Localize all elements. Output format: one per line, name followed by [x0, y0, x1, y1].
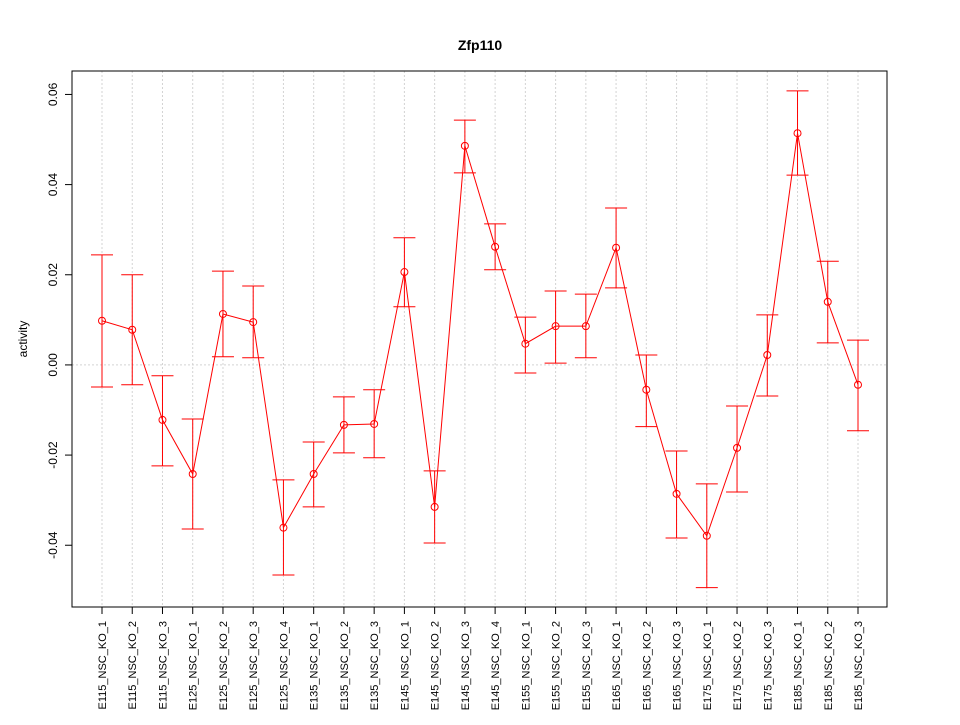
- x-tick-label: E155_NSC_KO_1: [520, 621, 532, 710]
- x-tick-label: E125_NSC_KO_2: [218, 621, 230, 710]
- plot-frame: [71, 70, 888, 608]
- y-tick-label: 0.02: [46, 263, 60, 287]
- data-point: [763, 351, 772, 360]
- data-point: [279, 523, 288, 532]
- x-tick-label: E125_NSC_KO_4: [278, 621, 290, 710]
- y-tick-label: 0.06: [46, 82, 60, 106]
- data-point: [158, 415, 167, 424]
- data-point: [612, 243, 621, 252]
- x-tick-label: E185_NSC_KO_3: [853, 621, 865, 710]
- x-tick-label: E125_NSC_KO_1: [188, 621, 200, 710]
- data-point: [551, 322, 560, 331]
- data-point: [491, 242, 500, 251]
- x-tick-label: E155_NSC_KO_3: [581, 621, 593, 710]
- data-point: [793, 129, 802, 138]
- axes: -0.04 -0.02 0.00 0.02 0.04 0.06 E115_NSC_KO_1 E…: [46, 82, 865, 710]
- x-tick-label: E165_NSC_KO_2: [641, 621, 653, 710]
- x-tick-label: E175_NSC_KO_1: [702, 621, 714, 710]
- marks: [91, 90, 869, 589]
- data-point: [702, 531, 711, 540]
- data-point: [823, 297, 832, 306]
- data-point: [642, 385, 651, 394]
- data-point: [672, 489, 681, 498]
- data-point: [128, 325, 137, 334]
- x-tick-label: E165_NSC_KO_1: [611, 621, 623, 710]
- y-tick-label: 0.00: [46, 353, 60, 377]
- series-line: [101, 133, 859, 537]
- x-tick-label: E185_NSC_KO_2: [823, 621, 835, 710]
- x-tick-label: E125_NSC_KO_3: [248, 621, 260, 710]
- chart-title: Zfp110: [458, 37, 503, 53]
- y-axis-label: activity: [16, 321, 30, 358]
- y-tick-label: -0.04: [46, 531, 60, 559]
- x-tick-label: E135_NSC_KO_1: [309, 621, 321, 710]
- data-point: [854, 380, 862, 389]
- data-point: [339, 420, 348, 429]
- y-tick-label: 0.04: [46, 173, 60, 197]
- x-tick-label: E135_NSC_KO_2: [339, 621, 351, 710]
- x-tick-label: E155_NSC_KO_2: [551, 621, 563, 710]
- x-tick-label: E115_NSC_KO_2: [127, 621, 139, 709]
- data-point: [218, 309, 227, 318]
- data-point: [98, 316, 106, 325]
- data-point: [460, 141, 469, 150]
- x-tick-label: E145_NSC_KO_3: [460, 621, 472, 710]
- x-tick-label: E135_NSC_KO_3: [369, 621, 381, 710]
- x-tick-label: E115_NSC_KO_1: [97, 621, 109, 709]
- x-tick-label: E115_NSC_KO_3: [157, 621, 169, 709]
- x-tick-label: E145_NSC_KO_4: [490, 621, 502, 710]
- data-point: [521, 339, 530, 348]
- x-tick-label: E165_NSC_KO_3: [672, 621, 684, 710]
- x-tick-label: E185_NSC_KO_1: [793, 621, 805, 710]
- grid: [72, 71, 887, 607]
- data-point: [188, 470, 197, 479]
- data-point: [430, 502, 439, 511]
- data-point: [400, 268, 409, 277]
- y-tick-label: -0.02: [46, 441, 60, 469]
- x-tick-label: E175_NSC_KO_3: [762, 621, 774, 710]
- data-point: [581, 322, 590, 331]
- x-tick-label: E175_NSC_KO_2: [732, 621, 744, 710]
- x-tick-label: E145_NSC_KO_1: [399, 621, 411, 710]
- data-point: [370, 419, 379, 428]
- data-point: [249, 318, 258, 327]
- data-point: [309, 470, 318, 479]
- data-point: [733, 443, 742, 452]
- x-tick-label: E145_NSC_KO_2: [430, 621, 442, 710]
